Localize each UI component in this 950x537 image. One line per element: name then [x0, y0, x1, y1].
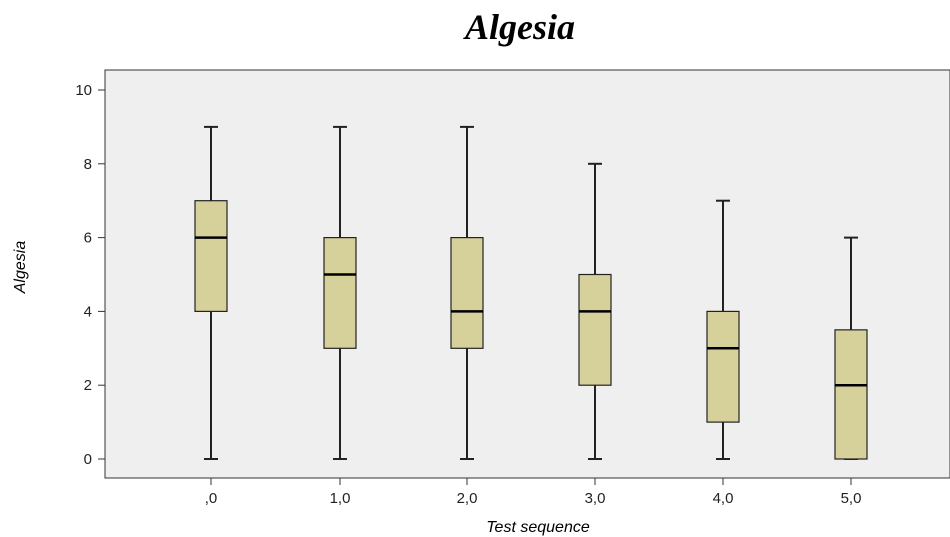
x-tick-label: 5,0 — [841, 490, 862, 507]
y-tick-label: 0 — [84, 451, 92, 468]
box-series — [194, 125, 868, 460]
iqr-box — [834, 329, 868, 460]
y-tick-label: 2 — [84, 377, 92, 394]
x-tick-label: 2,0 — [457, 490, 478, 507]
chart-title: Algesia — [464, 7, 575, 47]
box-2 — [450, 125, 484, 460]
x-tick-label: 4,0 — [713, 490, 734, 507]
iqr-box — [706, 310, 740, 423]
x-tick-label: 1,0 — [330, 490, 351, 507]
iqr-box — [578, 273, 612, 386]
y-tick-label: 4 — [84, 303, 92, 320]
y-tick-label: 8 — [84, 156, 92, 173]
iqr-box — [450, 237, 484, 349]
y-tick-label: 10 — [75, 82, 92, 99]
iqr-box — [323, 237, 357, 349]
box-0 — [194, 125, 228, 460]
plot-area — [104, 69, 950, 479]
box-5 — [834, 236, 868, 460]
y-axis-label: Algesia — [12, 241, 29, 295]
x-tick-label: 3,0 — [585, 490, 606, 507]
x-axis-label: Test sequence — [486, 519, 590, 536]
box-1 — [323, 125, 357, 460]
y-axis: 0 2 4 6 8 10 — [75, 82, 105, 468]
box-4 — [706, 199, 740, 460]
box-3 — [578, 162, 612, 460]
x-axis: ,0 1,0 2,0 3,0 4,0 5,0 — [205, 478, 862, 507]
iqr-box — [194, 200, 228, 312]
y-tick-label: 6 — [84, 230, 92, 247]
x-tick-label: ,0 — [205, 490, 218, 507]
